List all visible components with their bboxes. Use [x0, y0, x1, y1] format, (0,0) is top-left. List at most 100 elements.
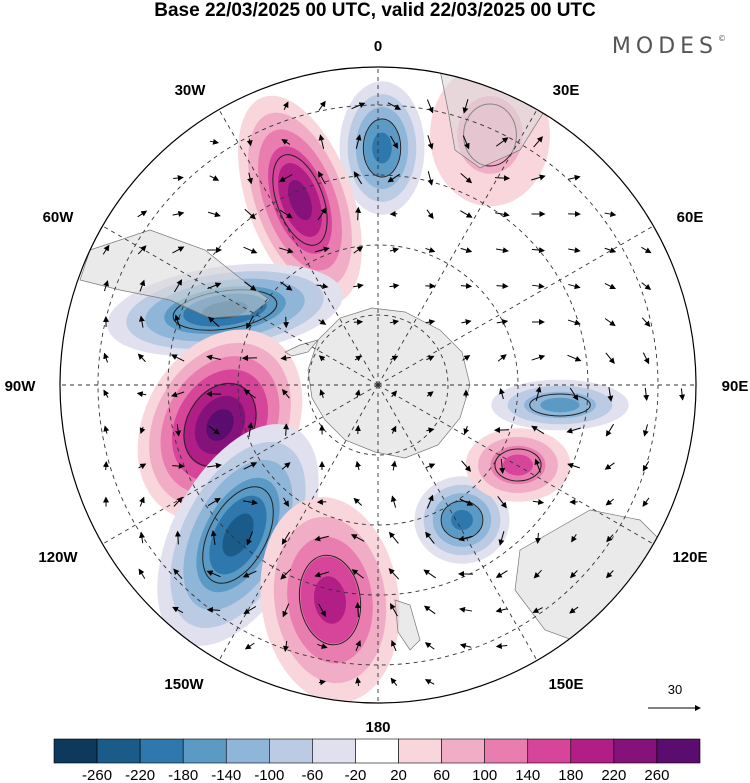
- wind-vector: [353, 283, 364, 289]
- anomaly-outline: [494, 448, 542, 482]
- wind-vector: [281, 388, 290, 399]
- wind-vector: [210, 530, 217, 545]
- wind-vector: [317, 207, 327, 221]
- wind-vector: [427, 171, 434, 186]
- colorbar-tick-label: -220: [125, 767, 155, 783]
- wind-vector: [282, 101, 289, 110]
- wind-vector: [497, 496, 507, 509]
- wind-vector: [314, 535, 329, 542]
- wind-vector: [319, 389, 326, 399]
- wind-vector: [280, 354, 291, 361]
- colorbar-swatch: [53, 738, 98, 764]
- wind-vector: [209, 175, 220, 181]
- wind-vector: [459, 643, 472, 649]
- wind-vector: [279, 247, 294, 254]
- wind-vector: [283, 423, 290, 436]
- wind-vector: [244, 208, 256, 220]
- anomaly-contour: [372, 132, 392, 164]
- wind-vector: [389, 247, 400, 254]
- wind-vector: [103, 389, 110, 398]
- wind-vector: [567, 462, 581, 469]
- meridian-line: [212, 384, 379, 672]
- map-title: Base 22/03/2025 00 UTC, valid 22/03/2025…: [154, 0, 596, 21]
- wind-vector: [499, 458, 506, 474]
- wind-vector: [566, 427, 581, 434]
- colorbar-swatch: [484, 738, 529, 764]
- colorbar-tick-label: 60: [433, 767, 450, 783]
- wind-vector: [389, 283, 400, 290]
- wind-vector: [175, 424, 182, 437]
- wind-vector: [388, 568, 400, 580]
- wind-vector: [567, 354, 582, 362]
- anomaly-outline: [272, 154, 328, 246]
- wind-vector: [137, 210, 148, 218]
- colorbar: -260 -220 -180 -140 -100 -60 -20 20 60 100 140 180 2…: [53, 738, 701, 783]
- wind-vector: [207, 497, 221, 507]
- colorbar-tick-label: 180: [558, 767, 583, 783]
- wind-vector: [354, 602, 361, 618]
- colorbar-tick-label: -60: [302, 767, 324, 783]
- wind-vector: [318, 679, 327, 686]
- wind-vector: [208, 211, 221, 218]
- wind-vector: [139, 426, 146, 435]
- latitude-circle: [307, 314, 449, 456]
- wind-vector: [461, 319, 472, 326]
- wind-vector: [102, 460, 109, 471]
- colorbar-swatch: [96, 738, 141, 764]
- lon-label-60w: 60W: [43, 209, 75, 226]
- wind-vector: [139, 279, 146, 292]
- wind-vector: [247, 172, 254, 185]
- wind-vector: [426, 427, 435, 434]
- wind-vector: [531, 354, 546, 361]
- wind-vector: [531, 247, 545, 254]
- wind-vector: [605, 570, 614, 579]
- wind-vector: [604, 247, 617, 254]
- wind-vector: [495, 607, 508, 614]
- wind-vector: [136, 391, 147, 398]
- wind-vector: [458, 535, 473, 542]
- wind-vector: [387, 102, 402, 110]
- colorbar-swatch: [656, 738, 701, 764]
- wind-vector: [462, 99, 469, 114]
- anomaly-contour: [451, 509, 473, 531]
- anomaly-field: [107, 67, 629, 703]
- wind-vector: [423, 569, 437, 579]
- wind-vector: [390, 135, 399, 149]
- wind-vector: [388, 531, 399, 544]
- modes-logo: MODES©: [612, 34, 726, 59]
- anomaly-outline: [202, 486, 274, 584]
- wind-vector: [390, 425, 397, 434]
- wind-vector: [283, 640, 289, 652]
- wind-vector: [461, 460, 472, 472]
- wind-vector: [607, 387, 614, 402]
- wind-vector: [460, 210, 473, 218]
- wind-vector: [497, 354, 507, 362]
- wind-vector: [315, 246, 330, 253]
- colorbar-swatch: [398, 738, 442, 764]
- wind-vector: [318, 171, 326, 185]
- wind-vector: [137, 353, 146, 363]
- colorbar-swatch: [182, 738, 227, 764]
- wind-vector: [206, 354, 221, 361]
- wind-vector: [425, 247, 436, 253]
- wind-vector: [533, 569, 543, 579]
- wind-vector: [355, 677, 362, 686]
- anomaly-contour: [288, 179, 312, 221]
- wind-vector: [102, 244, 110, 255]
- colorbar-tick-label: -140: [211, 767, 241, 783]
- lon-label-60e: 60E: [677, 209, 704, 226]
- wind-vector: [172, 606, 184, 614]
- lon-label-180: 180: [365, 719, 390, 736]
- wind-vector: [462, 135, 470, 150]
- wind-vector: [355, 206, 362, 221]
- wind-vector: [571, 534, 577, 543]
- wind-vector: [280, 281, 293, 291]
- wind-vector: [460, 283, 473, 289]
- wind-vector: [424, 679, 435, 685]
- wind-vector: [426, 99, 434, 114]
- wind-vector: [532, 283, 545, 290]
- wind-vector: [424, 642, 435, 650]
- antarctica-shape: [307, 307, 471, 459]
- wind-vector: [533, 136, 544, 148]
- wind-vector: [496, 137, 509, 147]
